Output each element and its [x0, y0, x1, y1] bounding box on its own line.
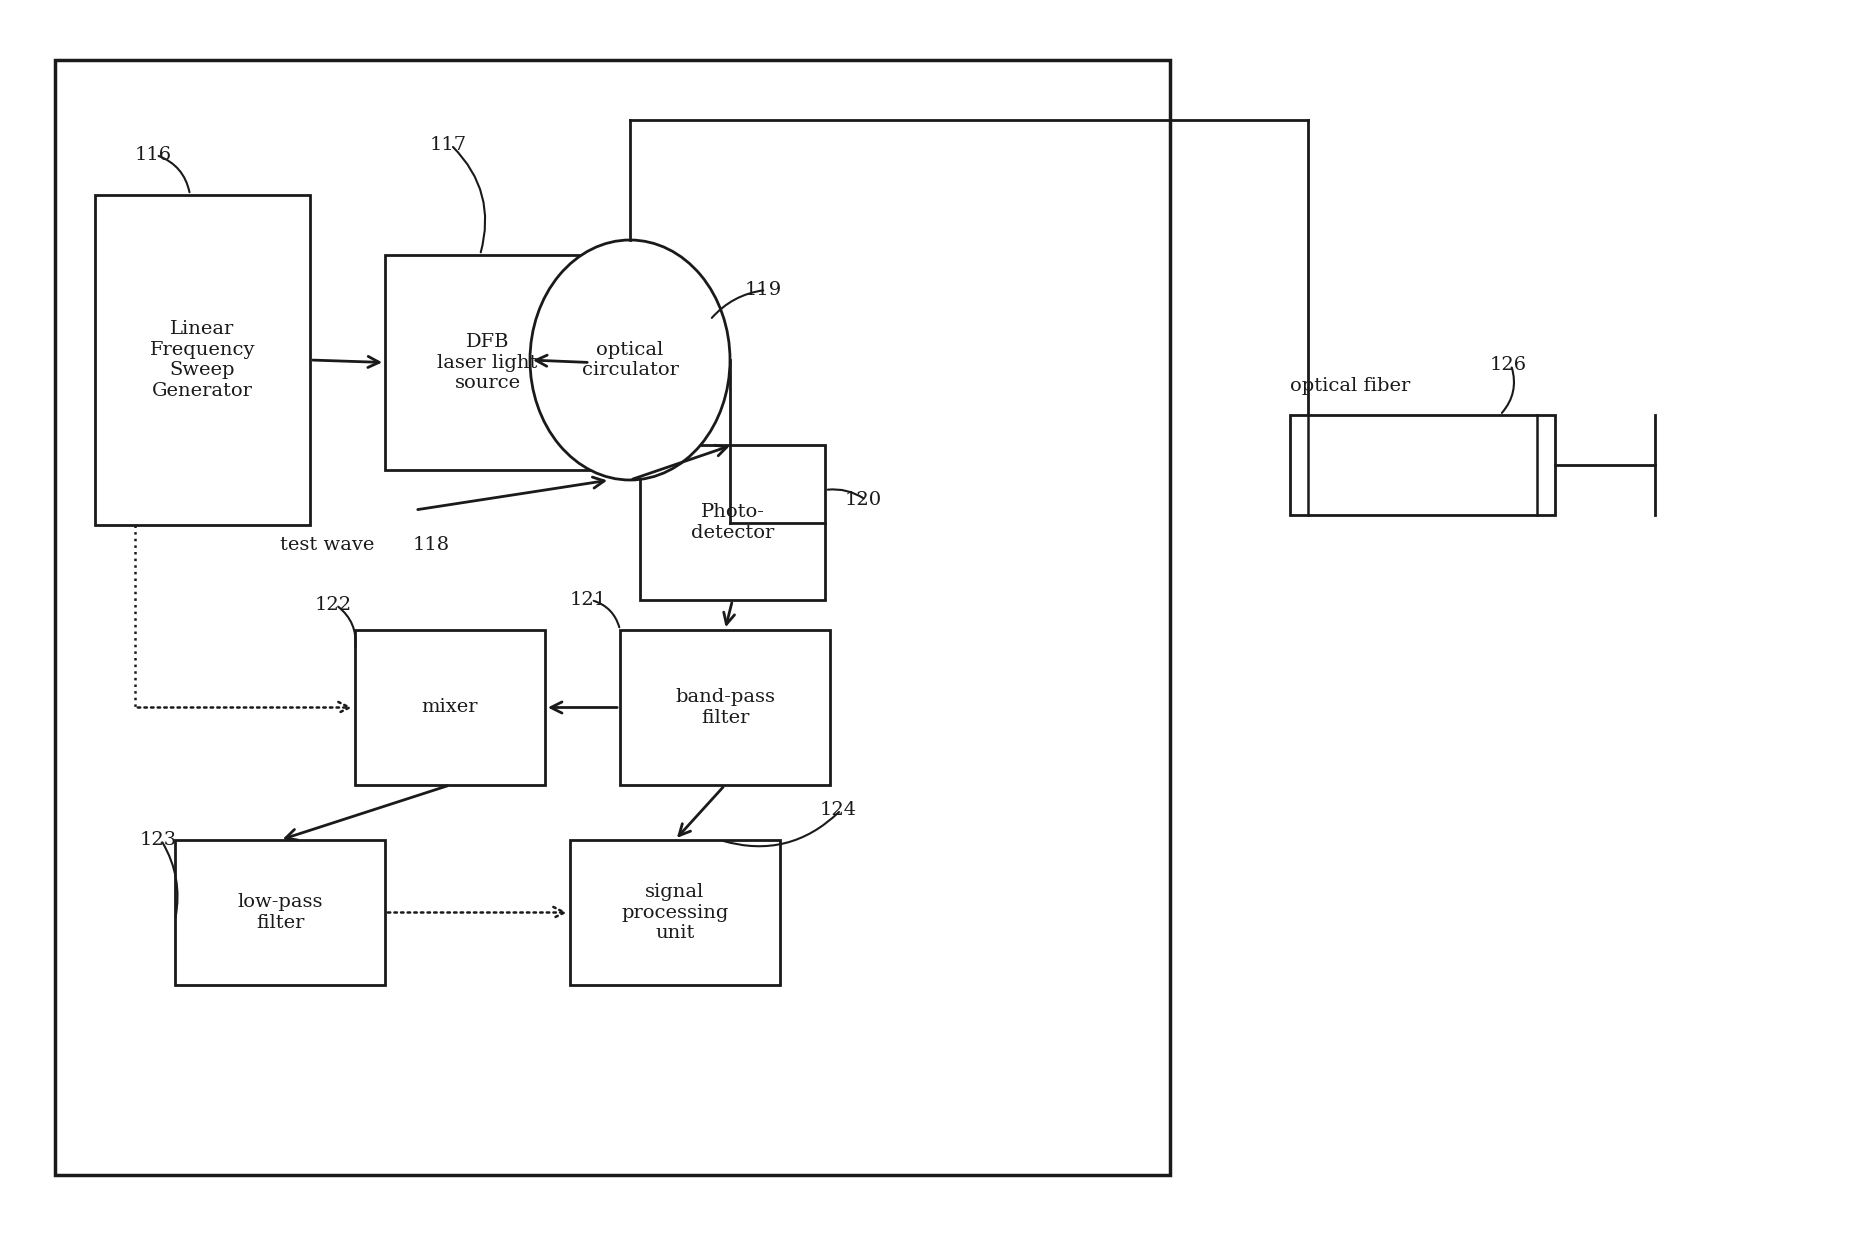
Text: 118: 118 [412, 536, 449, 554]
Bar [56, 60, 1170, 1175]
Bar [175, 840, 384, 985]
Text: 123: 123 [139, 831, 176, 849]
Text: test wave: test wave [280, 536, 375, 554]
Ellipse shape [529, 239, 730, 480]
Text: 116: 116 [136, 146, 173, 165]
Text: 121: 121 [570, 591, 607, 609]
Text: 124: 124 [821, 801, 858, 819]
Bar [1291, 415, 1554, 515]
Text: 117: 117 [431, 136, 468, 153]
Bar [355, 630, 544, 786]
Text: band-pass
filter: band-pass filter [674, 688, 774, 727]
Text: 126: 126 [1489, 355, 1526, 374]
Bar [641, 445, 825, 600]
Text: 120: 120 [845, 491, 882, 509]
Text: optical fiber: optical fiber [1291, 377, 1409, 395]
Text: Photo-
detector: Photo- detector [691, 503, 774, 542]
Bar [95, 195, 310, 525]
Bar [570, 840, 780, 985]
Text: mixer: mixer [422, 698, 479, 717]
Text: DFB
laser light
source: DFB laser light source [436, 333, 539, 393]
Text: low-pass
filter: low-pass filter [238, 893, 323, 932]
Text: optical
circulator: optical circulator [581, 340, 678, 379]
Text: 122: 122 [316, 596, 353, 614]
Bar [384, 254, 591, 470]
Bar [620, 630, 830, 786]
Text: signal
processing
unit: signal processing unit [622, 883, 728, 943]
Text: 119: 119 [745, 281, 782, 299]
Text: Linear
Frequency
Sweep
Generator: Linear Frequency Sweep Generator [150, 319, 254, 400]
